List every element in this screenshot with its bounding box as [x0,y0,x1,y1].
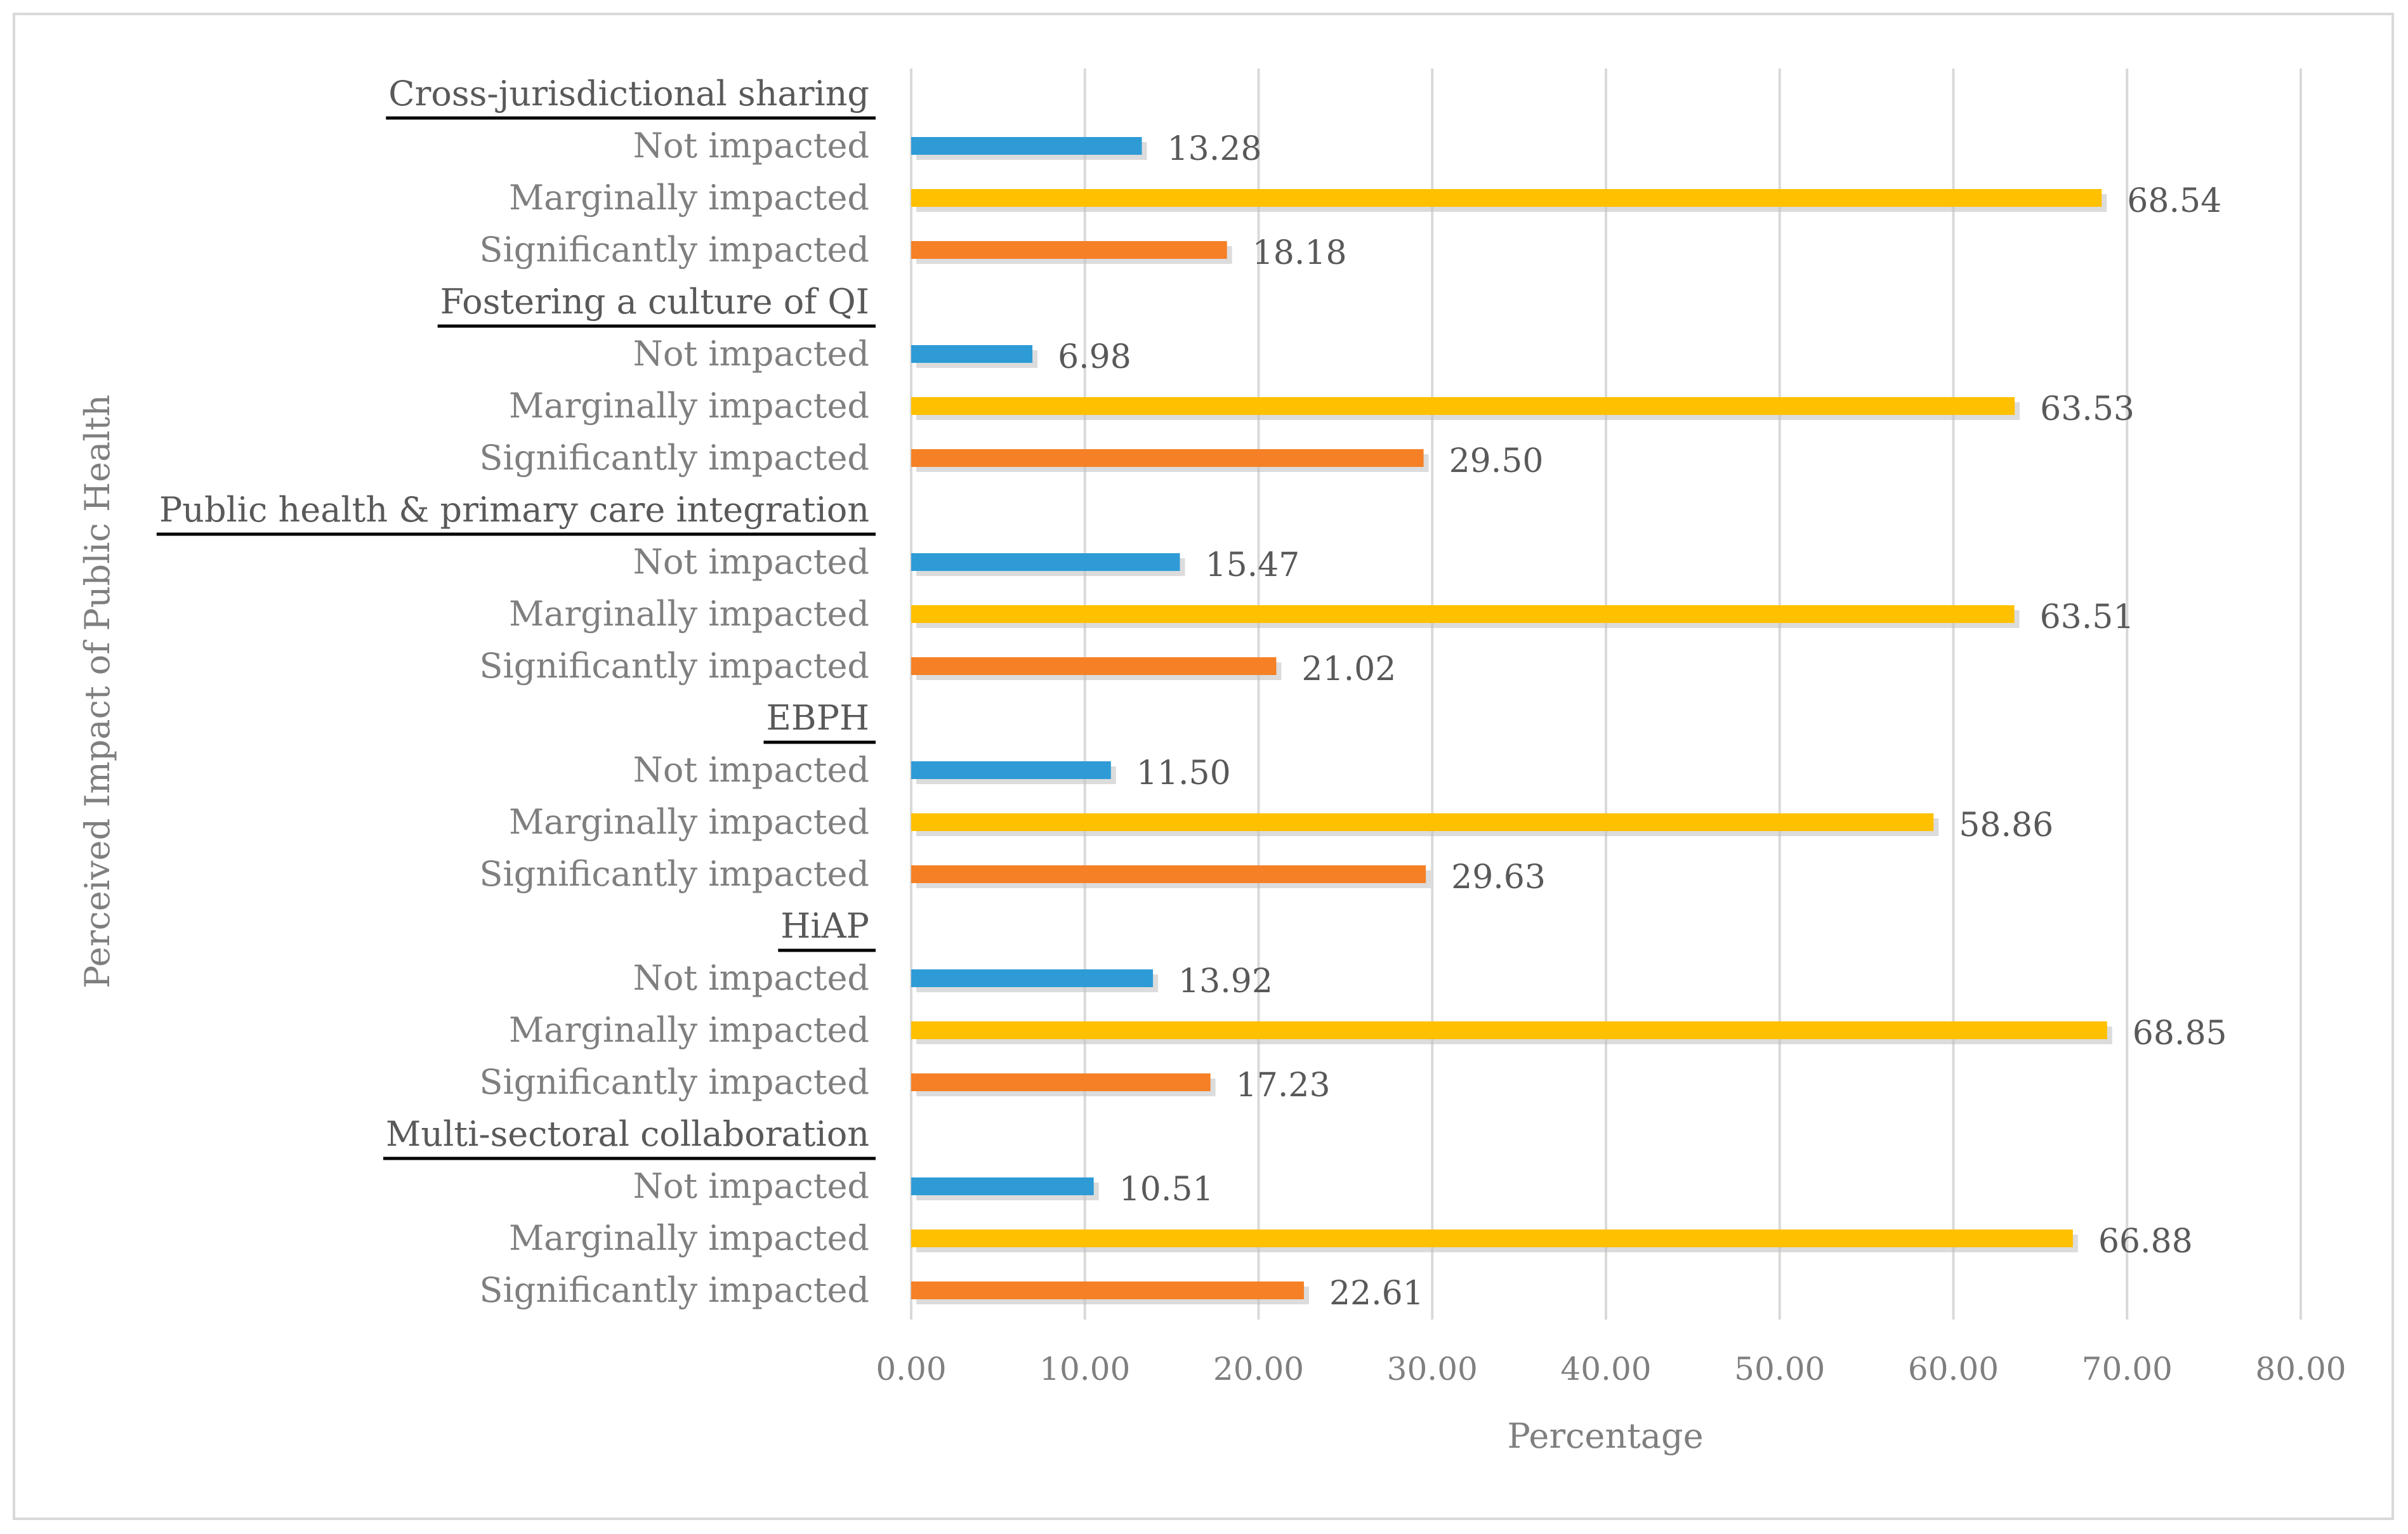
bar [911,1177,1094,1195]
category-label: Marginally impacted [509,178,869,218]
category-label: Not impacted [633,1166,869,1206]
bar [911,969,1154,987]
category-label: Not impacted [633,958,869,998]
x-tick-label: 30.00 [1387,1351,1478,1387]
bar [911,1229,2073,1247]
bar [911,813,1934,831]
category-label: Not impacted [633,542,869,582]
x-axis-title: Percentage [1507,1416,1703,1456]
x-tick-label: 80.00 [2255,1351,2346,1387]
category-label: Significantly impacted [480,854,869,894]
data-label: 17.23 [1236,1066,1331,1105]
data-label: 63.51 [2040,598,2135,636]
category-label: Marginally impacted [509,594,869,634]
group-label: HiAP [780,906,869,946]
bar [911,553,1180,571]
category-label: Not impacted [633,126,869,166]
x-tick-label: 20.00 [1213,1351,1304,1387]
bar [911,1073,1211,1091]
data-label: 10.51 [1119,1170,1214,1209]
bar [911,137,1142,155]
x-tick-label: 60.00 [1908,1351,1999,1387]
data-label: 6.98 [1058,338,1131,376]
category-label: Significantly impacted [480,1270,869,1310]
category-label: Significantly impacted [480,438,869,478]
group-label: Multi-sectoral collaboration [386,1114,869,1154]
data-label: 21.02 [1301,650,1396,688]
category-label: Significantly impacted [480,646,869,686]
data-label: 68.54 [2127,182,2221,220]
data-label: 68.85 [2133,1014,2227,1052]
bar [911,1021,2107,1039]
category-label: Marginally impacted [509,1218,869,1258]
bar [911,865,1426,883]
group-label: Fostering a culture of QI [440,282,869,322]
bars [911,137,2112,1304]
x-tick-label: 70.00 [2082,1351,2173,1387]
data-label: 13.92 [1178,962,1273,1000]
bar [911,1282,1304,1299]
data-label: 63.53 [2040,390,2135,428]
labels: 0.00 10.00 20.00 30.00 40.00 50.00 60.00 70.00 8… [156,74,2346,1387]
data-label: 29.50 [1449,442,1544,480]
bar [911,449,1424,467]
bar [911,761,1111,779]
group-label: Cross-jurisdictional sharing [388,74,869,114]
bar [911,241,1227,259]
bar [911,189,2102,207]
group-label: Public health & primary care integration [159,490,869,530]
data-label: 11.50 [1136,754,1231,792]
category-label: Significantly impacted [480,230,869,270]
category-label: Not impacted [633,750,869,790]
category-label: Marginally impacted [509,1010,869,1050]
data-label: 29.63 [1451,858,1546,896]
bar [911,657,1277,675]
data-label: 18.18 [1253,234,1347,272]
data-label: 66.88 [2098,1223,2193,1261]
data-label: 13.28 [1168,130,1262,168]
data-label: 22.61 [1329,1275,1424,1313]
category-label: Significantly impacted [480,1062,869,1102]
data-label: 15.47 [1205,546,1299,584]
x-tick-label: 50.00 [1734,1351,1825,1387]
group-label: EBPH [766,698,869,738]
x-tick-label: 0.00 [876,1351,946,1387]
x-tick-label: 40.00 [1560,1351,1651,1387]
y-axis-title: Perceived Impact of Public Health [77,395,117,988]
bar [911,397,2015,415]
category-label: Not impacted [633,334,869,374]
gridlines [910,69,2302,1320]
bar [911,605,2015,623]
bar [911,345,1033,363]
category-label: Marginally impacted [509,386,869,426]
x-tick-label: 10.00 [1039,1351,1130,1387]
data-label: 58.86 [1959,806,2053,844]
category-label: Marginally impacted [509,802,869,842]
